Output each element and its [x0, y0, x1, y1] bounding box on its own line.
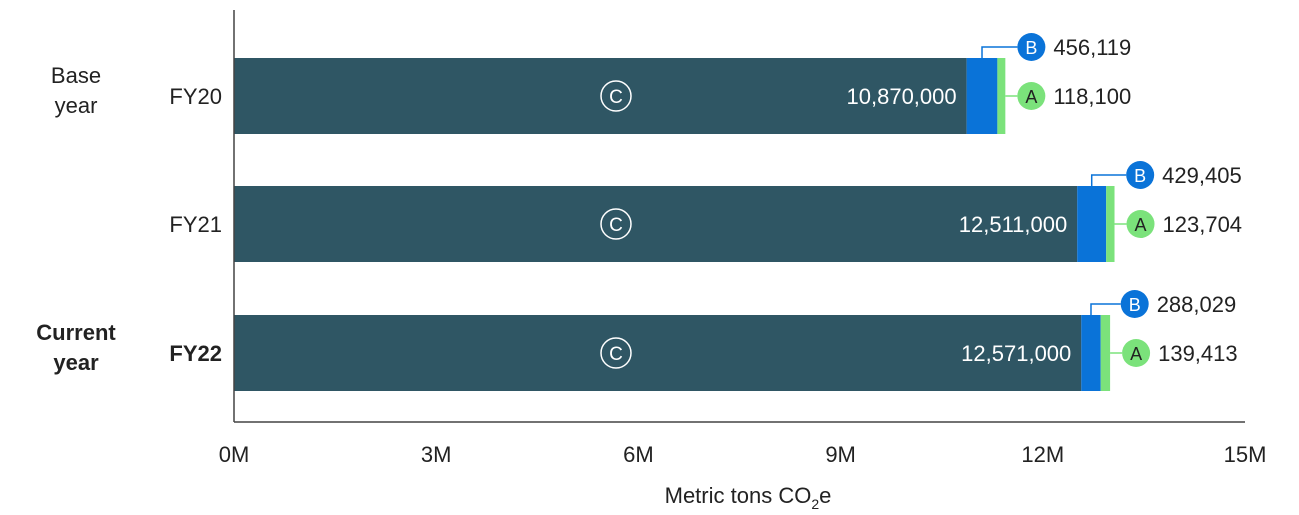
series-c-marker-label-fy21: C: [609, 215, 623, 236]
series-c-marker-label-fy22: C: [609, 344, 623, 365]
badge-a-fy22: [1122, 339, 1151, 367]
leader-b-fy21: [1090, 174, 1127, 186]
badge-b-fy20: [1017, 33, 1046, 61]
value-label-a-fy20: 118,100: [1053, 84, 1131, 109]
leader-b-fy20: [981, 46, 1018, 58]
bar-a-fy22: [1100, 315, 1111, 391]
x-axis-label: Metric tons CO2e: [665, 483, 832, 512]
y-tick-label-fy21: FY21: [169, 212, 222, 237]
badge-b-label-fy22: B: [1129, 295, 1141, 315]
category-group-labels: Base year Current year: [36, 63, 116, 375]
x-tick-label-0: 0M: [219, 442, 250, 467]
series-c-marker-fy20: [600, 80, 632, 112]
x-tick-label-5: 15M: [1224, 442, 1267, 467]
x-tick-labels: 0M 3M 6M 9M 12M 15M: [219, 442, 1267, 467]
bar-c-fy22: [234, 315, 1082, 391]
badge-b-fy21: [1126, 161, 1155, 189]
bars-group: [234, 58, 1115, 391]
group-label-1-line-1: year: [53, 350, 99, 375]
x-tick-label-2: 6M: [623, 442, 654, 467]
value-label-c-fy21: 12,511,000: [959, 212, 1067, 237]
series-c-marker-fy21: [600, 208, 632, 240]
x-tick-label-4: 12M: [1021, 442, 1064, 467]
badge-a-fy21: [1126, 210, 1155, 238]
x-tick-label-1: 3M: [421, 442, 452, 467]
x-tick-label-3: 9M: [825, 442, 856, 467]
y-tick-label-fy20: FY20: [169, 84, 222, 109]
value-label-a-fy21: 123,704: [1163, 212, 1243, 237]
bar-b-fy20: [966, 58, 998, 134]
badge-b-label-fy21: B: [1134, 166, 1146, 186]
group-label-0-line-0: Base: [51, 63, 101, 88]
badge-a-label-fy21: A: [1135, 215, 1147, 235]
value-label-c-fy22: 12,571,000: [961, 341, 1071, 366]
badge-b-fy22: [1120, 290, 1149, 318]
badge-b-label-fy20: B: [1025, 38, 1037, 58]
y-tick-label-fy22: FY22: [169, 341, 222, 366]
group-label-1-line-0: Current: [36, 320, 116, 345]
badge-a-fy20: [1017, 82, 1046, 110]
value-label-b-fy20: 456,119: [1053, 35, 1131, 60]
group-label-0-line-1: year: [55, 93, 98, 118]
series-c-marker-fy22: [600, 337, 632, 369]
value-label-a-fy22: 139,413: [1158, 341, 1238, 366]
bar-a-fy21: [1106, 186, 1115, 262]
badge-a-label-fy20: A: [1025, 87, 1037, 107]
y-tick-labels: FY20 FY21 FY22: [169, 84, 222, 366]
value-label-c-fy20: 10,870,000: [847, 84, 957, 109]
x-axis-label-subscript: 2: [811, 496, 819, 512]
value-label-b-fy21: 429,405: [1162, 163, 1242, 188]
bar-a-fy20: [997, 58, 1006, 134]
bar-b-fy21: [1077, 186, 1107, 262]
bar-c-fy21: [234, 186, 1078, 262]
series-c-marker-label-fy20: C: [609, 87, 623, 108]
x-axis-label-prefix: Metric tons CO: [665, 483, 812, 508]
value-label-b-fy22: 288,029: [1157, 292, 1237, 317]
leader-b-fy22: [1090, 303, 1121, 315]
badge-a-label-fy22: A: [1130, 344, 1142, 364]
bar-b-fy22: [1081, 315, 1101, 391]
x-axis-label-suffix: e: [819, 483, 831, 508]
